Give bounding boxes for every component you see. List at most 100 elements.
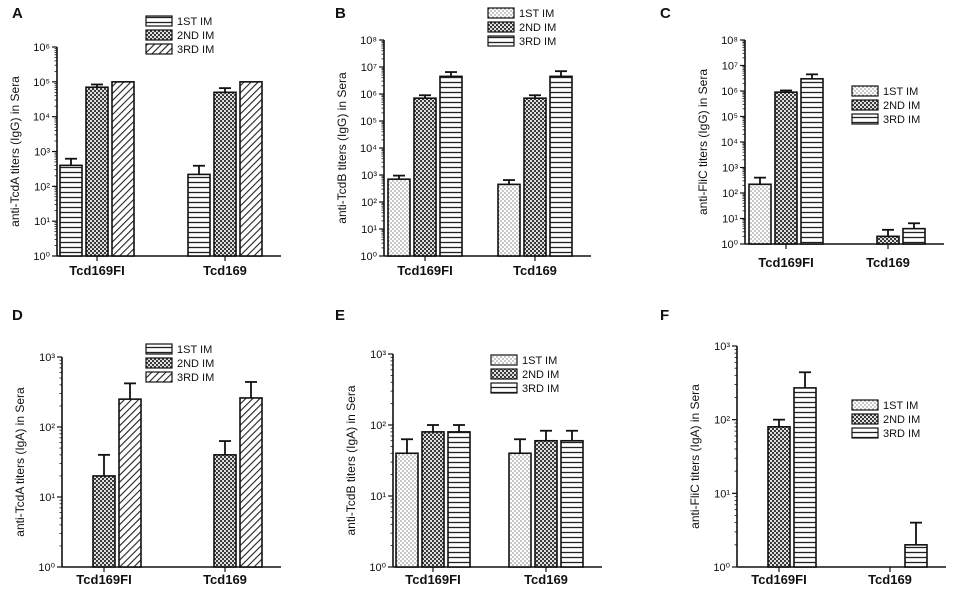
y-tick-label: 10⁴	[33, 112, 50, 124]
panel-letter: F	[660, 307, 669, 324]
bar-1st-im-tcd169	[497, 183, 521, 257]
y-axis-label: anti-TcdA titers (IgG) in Sera	[8, 76, 22, 227]
legend-label: 3RD IM	[177, 372, 214, 384]
legend-swatch	[145, 43, 173, 55]
y-tick-label: 10⁴	[360, 143, 377, 155]
y-tick-label: 10⁸	[721, 35, 738, 47]
panel-e: E 10⁰ 10¹ 10² 10³ anti-TcdB titers (IgA) in S…	[335, 307, 602, 587]
bar-2nd-im-tcd169fi	[92, 475, 116, 568]
y-axis-label: anti-TcdB titers (IgG) in Sera	[335, 72, 349, 224]
panel-letter: A	[12, 5, 23, 22]
y-tick-label: 10¹	[39, 492, 55, 504]
bar-1st-im-tcd169fi	[59, 164, 83, 257]
x-tick-label: Tcd169	[203, 572, 247, 587]
legend-label: 2ND IM	[522, 369, 559, 381]
legend-swatch	[851, 99, 879, 111]
bar-1st-im-tcd169fi	[395, 452, 419, 568]
y-tick-label: 10⁰	[360, 251, 377, 263]
legend-label: 2ND IM	[177, 30, 214, 42]
panel-d: D 10⁰ 10¹ 10² 10³ anti-TcdA titers (IgA) in S…	[12, 307, 281, 587]
bar-3rd-im-tcd169fi	[118, 398, 142, 568]
y-axis-label: anti-FliC titers (IgA) in Sera	[688, 384, 702, 529]
x-tick-label: Tcd169	[513, 263, 557, 278]
legend-label: 1ST IM	[177, 16, 212, 28]
y-tick-label: 10⁰	[38, 562, 55, 574]
legend-swatch	[145, 343, 173, 355]
legend-label: 1ST IM	[883, 86, 918, 98]
legend-swatch	[145, 15, 173, 27]
bar-3rd-im-tcd169	[239, 81, 263, 257]
bar-2nd-im-tcd169fi	[774, 91, 798, 245]
bar-2nd-im-tcd169	[534, 439, 558, 568]
bar-2nd-im-tcd169	[213, 454, 237, 568]
panel-letter: C	[660, 5, 671, 22]
bar-3rd-im-tcd169	[902, 227, 926, 245]
legend-swatch	[487, 7, 515, 19]
legend-swatch	[851, 413, 879, 425]
bar-2nd-im-tcd169fi	[767, 426, 791, 568]
legend-swatch	[851, 427, 879, 439]
x-tick-label: Tcd169FI	[751, 572, 806, 587]
legend-swatch	[487, 35, 515, 47]
legend-label: 1ST IM	[177, 344, 212, 356]
panel-letter: D	[12, 307, 23, 324]
bar-3rd-im-tcd169fi	[793, 387, 817, 568]
y-tick-label: 10²	[34, 181, 50, 193]
x-tick-label: Tcd169FI	[69, 263, 124, 278]
x-tick-label: Tcd169	[866, 255, 910, 270]
bar-1st-im-tcd169	[508, 452, 532, 568]
y-tick-label: 10³	[361, 170, 377, 182]
y-tick-label: 10⁵	[721, 112, 738, 124]
bar-3rd-im-tcd169	[560, 439, 584, 568]
y-tick-label: 10¹	[714, 488, 730, 500]
y-tick-label: 10¹	[370, 491, 386, 503]
legend-swatch	[145, 371, 173, 383]
y-tick-label: 10⁷	[361, 62, 377, 74]
panel-b: B 10⁰ 10¹ 10² 10³ 10⁴ 10⁵ 10⁶ 10⁷ 10⁸ anti-TcdB ti…	[335, 5, 591, 278]
bar-2nd-im-tcd169fi	[85, 86, 109, 257]
x-tick-label: Tcd169	[524, 572, 568, 587]
y-tick-label: 10²	[714, 415, 730, 427]
y-tick-label: 10³	[39, 352, 55, 364]
y-tick-label: 10⁰	[721, 239, 738, 251]
x-tick-label: Tcd169FI	[405, 572, 460, 587]
x-tick-label: Tcd169	[868, 572, 912, 587]
legend-swatch	[851, 85, 879, 97]
y-tick-label: 10⁵	[33, 77, 50, 89]
legend-swatch	[490, 368, 518, 380]
bar-2nd-im-tcd169fi	[421, 431, 445, 568]
y-tick-label: 10⁵	[360, 116, 377, 128]
panel-a: A 10⁰ 10¹ 10² 10³ 10⁴ 10⁵ 10⁶ anti-TcdA titers (…	[8, 5, 281, 278]
bar-3rd-im-tcd169	[239, 397, 263, 568]
legend-label: 2ND IM	[177, 358, 214, 370]
legend-swatch	[851, 399, 879, 411]
bar-2nd-im-tcd169fi	[413, 97, 437, 257]
legend-swatch	[145, 357, 173, 369]
panels-layer: A 10⁰ 10¹ 10² 10³ 10⁴ 10⁵ 10⁶ anti-TcdA titers (…	[8, 5, 946, 587]
y-axis-label: anti-TcdA titers (IgA) in Sera	[13, 387, 27, 537]
bar-3rd-im-tcd169	[904, 544, 928, 568]
bar-3rd-im-tcd169fi	[800, 78, 824, 245]
y-tick-label: 10¹	[722, 214, 738, 226]
panel-c: C 10⁰ 10¹ 10² 10³ 10⁴ 10⁵ 10⁶ 10⁷ 10⁸ anti-FliC ti…	[660, 5, 944, 270]
panel-letter: B	[335, 5, 346, 22]
bar-2nd-im-tcd169	[213, 91, 237, 257]
y-tick-label: 10⁶	[360, 89, 377, 101]
y-tick-label: 10⁷	[722, 61, 738, 73]
legend-swatch	[487, 21, 515, 33]
bar-1st-im-tcd169	[187, 173, 211, 257]
legend-label: 3RD IM	[522, 383, 559, 395]
bar-3rd-im-tcd169fi	[447, 431, 471, 568]
y-axis-label: anti-TcdB titers (IgA) in Sera	[344, 385, 358, 535]
bar-3rd-im-tcd169fi	[111, 81, 135, 257]
bar-1st-im-tcd169fi	[387, 178, 411, 257]
y-tick-label: 10⁰	[713, 562, 730, 574]
y-tick-label: 10⁶	[721, 86, 738, 98]
legend-label: 1ST IM	[519, 8, 554, 20]
legend-label: 1ST IM	[522, 355, 557, 367]
y-tick-label: 10³	[722, 163, 738, 175]
y-tick-label: 10²	[361, 197, 377, 209]
y-tick-label: 10³	[714, 341, 730, 353]
legend-label: 2ND IM	[883, 100, 920, 112]
